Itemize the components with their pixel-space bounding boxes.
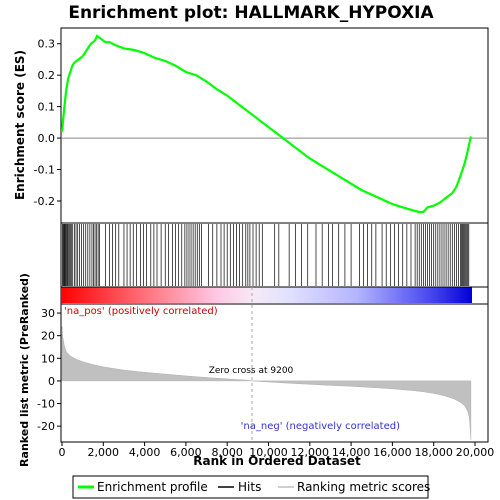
- metric-axis-label: Ranked list metric (PreRanked): [18, 273, 31, 467]
- metric-y-tick-label: -10: [37, 398, 55, 411]
- es-y-tick-label: 0.0: [38, 132, 56, 145]
- neg-correlation-label: 'na_neg' (negatively correlated): [241, 421, 400, 432]
- x-tick-label: 4,000: [129, 446, 161, 459]
- es-y-tick-label: -0.2: [34, 195, 55, 208]
- legend-hits-label: Hits: [238, 480, 261, 494]
- x-tick-label: 14,000: [332, 446, 371, 459]
- zero-cross-label: Zero cross at 9200: [209, 366, 294, 376]
- es-curve: [60, 34, 488, 214]
- x-axis-label: Rank in Ordered Dataset: [193, 454, 361, 468]
- legend-metric-label: Ranking metric scores: [297, 480, 430, 494]
- x-tick-label: 20,000: [456, 446, 495, 459]
- metric-panel-frame: [60, 303, 489, 443]
- metric-area-fill: [61, 326, 472, 440]
- es-panel-frame: [60, 27, 489, 224]
- es-y-tick-label: 0.3: [38, 38, 56, 51]
- chart-title: Enrichment plot: HALLMARK_HYPOXIA: [68, 3, 434, 23]
- axes: -0.2 -0.1 0.0 0.1 0.2 0.3 -20 -10 0 10 20 30 0 2,000 4…: [34, 38, 495, 459]
- metric-y-tick-label: 10: [41, 352, 55, 365]
- metric-y-tick-label: 20: [41, 330, 55, 343]
- legend-box: [72, 475, 429, 499]
- metric-y-tick-label: 0: [48, 375, 55, 388]
- x-tick-label: 12,000: [291, 446, 330, 459]
- x-tick-label: 2,000: [88, 446, 120, 459]
- es-y-tick-label: 0.1: [38, 101, 56, 114]
- es-y-tick-label: 0.2: [38, 69, 56, 82]
- x-tick-label: 10,000: [249, 446, 288, 459]
- legend-profile-label: Enrichment profile: [97, 480, 208, 494]
- ranked-gradient-bar: [61, 287, 472, 303]
- metric-area: [61, 287, 472, 442]
- es-y-tick-label: -0.1: [34, 164, 55, 177]
- x-tick-label: 0: [59, 446, 66, 459]
- x-tick-label: 16,000: [373, 446, 412, 459]
- pos-correlation-label: 'na_pos' (positively correlated): [64, 306, 218, 317]
- hit-markers: [62, 224, 470, 286]
- metric-y-tick-label: -20: [37, 420, 55, 433]
- x-tick-label: 6,000: [170, 446, 202, 459]
- x-tick-label: 8,000: [211, 446, 243, 459]
- es-profile-line: [60, 34, 472, 214]
- metric-y-tick-label: 30: [41, 307, 55, 320]
- x-tick-label: 18,000: [414, 446, 453, 459]
- es-axis-label: Enrichment score (ES): [13, 50, 27, 200]
